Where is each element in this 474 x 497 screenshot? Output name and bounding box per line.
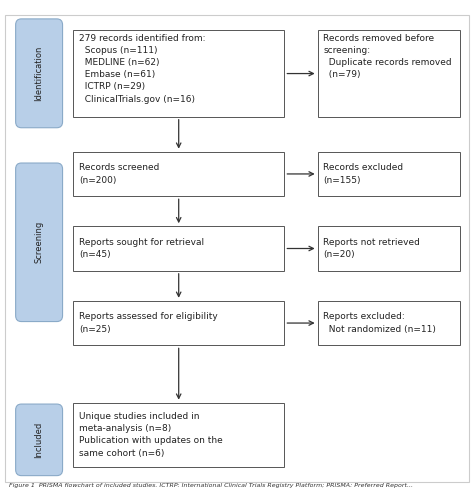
- FancyBboxPatch shape: [73, 301, 284, 345]
- FancyBboxPatch shape: [73, 403, 284, 467]
- FancyBboxPatch shape: [16, 404, 63, 476]
- FancyBboxPatch shape: [73, 30, 284, 117]
- Text: Reports excluded:
  Not randomized (n=11): Reports excluded: Not randomized (n=11): [323, 313, 436, 333]
- Text: Records excluded
(n=155): Records excluded (n=155): [323, 164, 403, 184]
- Text: Reports sought for retrieval
(n=45): Reports sought for retrieval (n=45): [79, 238, 204, 259]
- Text: Included: Included: [35, 422, 44, 458]
- FancyBboxPatch shape: [73, 226, 284, 271]
- Text: Screening: Screening: [35, 221, 44, 263]
- Text: Records screened
(n=200): Records screened (n=200): [79, 164, 160, 184]
- Text: Figure 1  PRISMA flowchart of included studies. ICTRP: International Clinical Tr: Figure 1 PRISMA flowchart of included st…: [9, 483, 413, 488]
- FancyBboxPatch shape: [318, 226, 460, 271]
- Text: 279 records identified from:
  Scopus (n=111)
  MEDLINE (n=62)
  Embase (n=61)
 : 279 records identified from: Scopus (n=1…: [79, 34, 206, 103]
- FancyBboxPatch shape: [16, 19, 63, 128]
- FancyBboxPatch shape: [318, 152, 460, 196]
- Text: Records removed before
screening:
  Duplicate records removed
  (n=79): Records removed before screening: Duplic…: [323, 34, 452, 79]
- Text: Identification: Identification: [35, 46, 44, 101]
- FancyBboxPatch shape: [5, 15, 469, 482]
- Text: Unique studies included in
meta-analysis (n=8)
Publication with updates on the
s: Unique studies included in meta-analysis…: [79, 412, 223, 458]
- FancyBboxPatch shape: [16, 163, 63, 322]
- FancyBboxPatch shape: [318, 301, 460, 345]
- FancyBboxPatch shape: [73, 152, 284, 196]
- FancyBboxPatch shape: [318, 30, 460, 117]
- Text: Reports not retrieved
(n=20): Reports not retrieved (n=20): [323, 238, 420, 259]
- Text: Reports assessed for eligibility
(n=25): Reports assessed for eligibility (n=25): [79, 313, 218, 333]
